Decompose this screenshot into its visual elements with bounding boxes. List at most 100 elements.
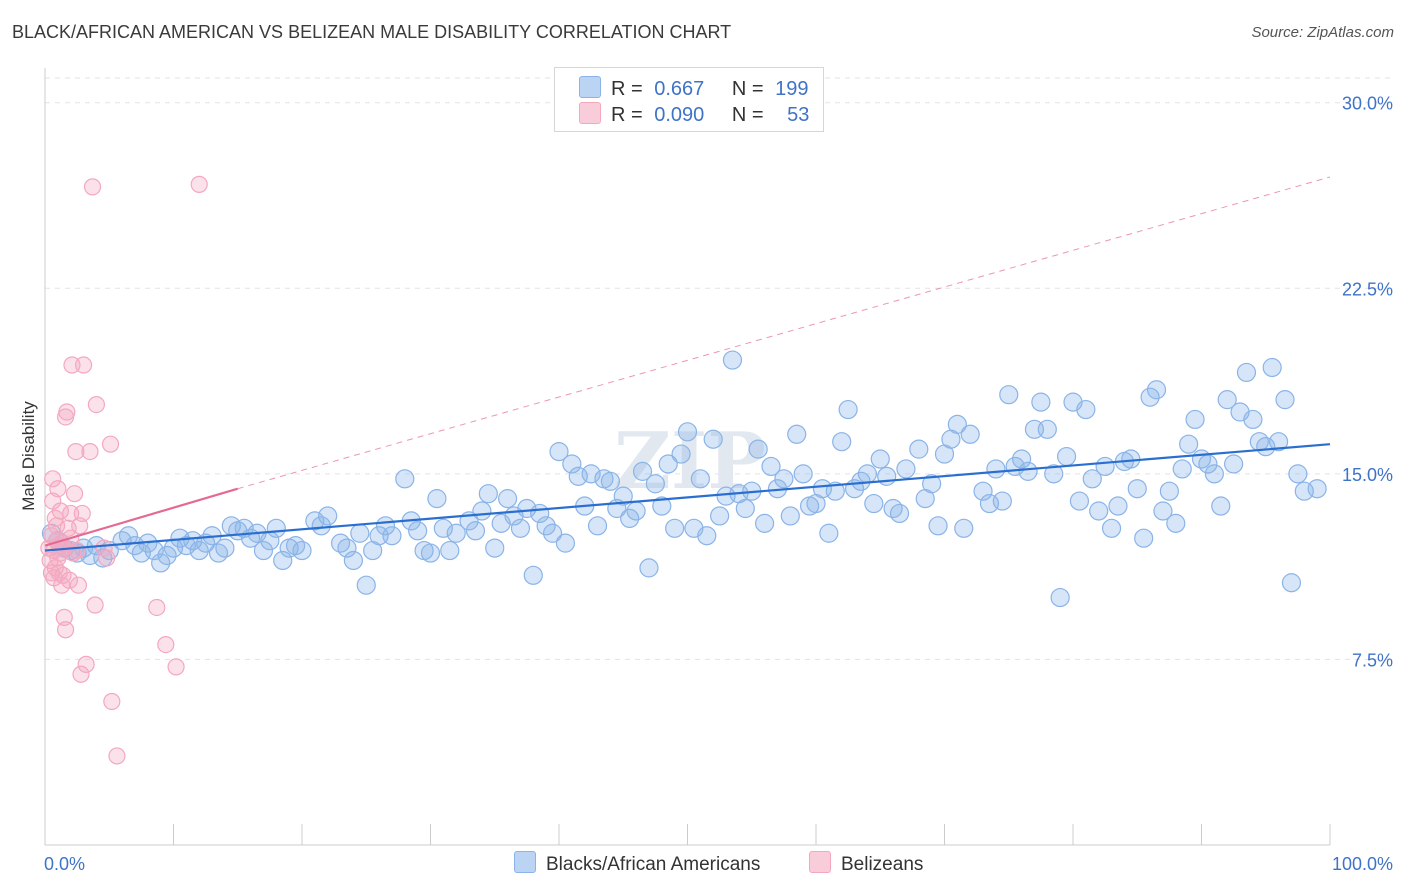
blacks-point-40 [311, 516, 331, 536]
blacks-point-174 [1204, 464, 1224, 484]
blacks-point-118 [832, 432, 852, 452]
blacks-point-105 [748, 439, 768, 459]
blacks-point-128 [896, 459, 916, 479]
blacks-point-166 [1153, 501, 1173, 521]
belizeans-point-53 [190, 175, 208, 193]
blacks-point-111 [787, 424, 807, 444]
y-tick-label-0: 7.5% [1352, 650, 1393, 670]
blacks-point-91 [658, 454, 678, 474]
blacks-point-25 [208, 543, 229, 563]
belizeans-point-51 [157, 635, 175, 654]
blacks-point-34 [266, 518, 286, 538]
blacks-point-170 [1179, 434, 1199, 454]
belizeans-point-52 [167, 658, 185, 676]
blacks-point-167 [1159, 481, 1179, 501]
legend-r-label: R = [611, 104, 643, 126]
blacks-point-137 [960, 424, 980, 444]
blacks-point-141 [992, 491, 1012, 511]
blacks-point-183 [1262, 357, 1282, 378]
belizeans-point-48 [108, 747, 126, 765]
blacks-point-156 [1089, 501, 1109, 521]
belizeans-point-39 [74, 356, 93, 374]
blacks-point-162 [1127, 479, 1147, 499]
blacks-point-127 [889, 503, 910, 524]
blacks-point-164 [1140, 387, 1160, 407]
bottom-legend-swatch-pink [809, 851, 831, 873]
bottom-legend-belizeans-label: Belizeans [841, 854, 924, 875]
blacks-point-177 [1224, 454, 1244, 474]
legend-n-value: 53 [787, 104, 810, 126]
blacks-point-84 [613, 486, 633, 506]
legend-n-value: 199 [775, 78, 809, 100]
blacks-point-68 [510, 518, 531, 538]
blacks-point-151 [1056, 446, 1077, 467]
blacks-point-179 [1236, 362, 1257, 383]
blacks-point-92 [665, 518, 685, 538]
watermark: ZIP [614, 416, 766, 507]
blacks-point-180 [1243, 409, 1263, 430]
legend-row-belizeans: R = 0.090 N = 53 [579, 102, 809, 128]
legend-n-label: N = [731, 78, 764, 100]
blacks-point-163 [1134, 528, 1154, 548]
blacks-point-110 [780, 506, 800, 526]
trend-line-belizeans-extension [237, 176, 1331, 490]
belizeans-point-44 [87, 395, 106, 414]
blacks-point-126 [883, 498, 903, 519]
chart-title: BLACK/AFRICAN AMERICAN VS BELIZEAN MALE … [12, 22, 732, 42]
belizeans-point-45 [95, 539, 113, 557]
blacks-point-165 [1146, 380, 1167, 400]
blacks-point-39 [305, 511, 325, 531]
belizeans-point-16 [51, 502, 70, 520]
belizeans-point-27 [60, 571, 79, 589]
blacks-point-150 [1050, 587, 1070, 608]
blacks-point-64 [485, 538, 505, 558]
blacks-point-136 [954, 518, 974, 538]
belizeans-point-33 [67, 443, 85, 461]
blacks-point-86 [626, 501, 646, 521]
blacks-point-116 [819, 523, 839, 543]
legend-r-label: R = [611, 78, 643, 100]
chart-source: Source: ZipAtlas.com [1251, 24, 1394, 41]
blacks-point-20 [176, 536, 196, 556]
blacks-point-158 [1101, 518, 1122, 538]
blacks-point-98 [703, 429, 723, 449]
x-label-start: 0.0% [44, 854, 85, 874]
blacks-point-61 [465, 521, 486, 541]
belizeans-point-43 [86, 596, 104, 614]
blacks-point-125 [877, 466, 897, 486]
blacks-point-103 [735, 498, 755, 519]
blacks-point-106 [754, 513, 775, 533]
blacks-point-171 [1185, 409, 1205, 430]
bottom-legend-belizeans: Belizeans [809, 851, 923, 876]
belizeans-point-47 [103, 692, 121, 711]
blacks-point-129 [909, 439, 929, 459]
blacks-point-182 [1256, 437, 1276, 457]
blacks-point-119 [838, 399, 858, 420]
blacks-point-107 [761, 456, 781, 477]
legend-r-value: 0.667 [654, 78, 705, 100]
blacks-point-45 [350, 523, 370, 543]
blacks-point-41 [318, 506, 338, 526]
belizeans-point-50 [148, 598, 166, 617]
blacks-point-96 [690, 469, 710, 489]
belizeans-point-13 [49, 480, 67, 498]
blacks-point-186 [1281, 573, 1302, 593]
blacks-point-57 [433, 518, 453, 538]
bottom-legend-blacks: Blacks/African Americans [514, 851, 760, 876]
blacks-point-153 [1069, 491, 1090, 511]
trend-line-belizeans [44, 487, 239, 547]
blacks-point-155 [1082, 469, 1102, 489]
y-axis-label: Male Disability [19, 401, 38, 511]
blacks-point-76 [562, 454, 582, 474]
blacks-point-75 [555, 533, 576, 553]
blacks-point-73 [542, 523, 563, 543]
blacks-point-72 [536, 516, 556, 536]
blacks-point-59 [446, 523, 466, 543]
blacks-point-94 [677, 422, 698, 442]
blacks-point-175 [1211, 496, 1231, 516]
blacks-point-147 [1031, 392, 1051, 412]
blacks-point-144 [1011, 449, 1032, 469]
blacks-point-161 [1121, 449, 1141, 469]
belizeans-point-42 [83, 178, 102, 196]
blacks-point-43 [337, 538, 357, 558]
